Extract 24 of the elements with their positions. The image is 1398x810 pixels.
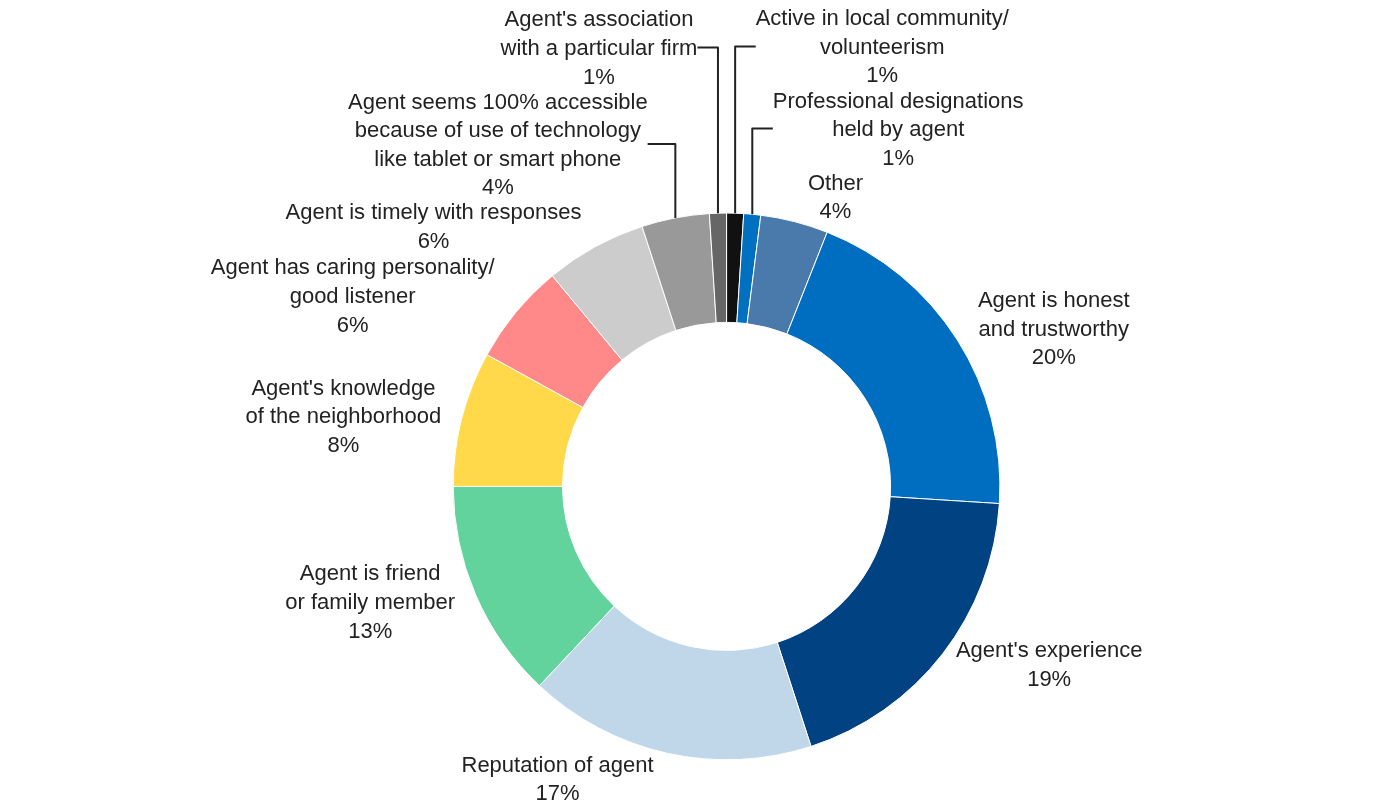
data-label: 4% [819, 198, 852, 224]
data-label: 6% [417, 228, 450, 254]
slice-label: Agent is friend or family member [285, 560, 456, 614]
data-label: 1% [882, 144, 915, 170]
slice-label: Agent's knowledge of the neighborhood [245, 374, 442, 429]
slice-label: Agent is honest and trustworthy [977, 287, 1130, 341]
slice-label: Other [807, 169, 863, 195]
slice-label: Active in local community/ volunteerism [755, 5, 1010, 59]
data-label: 19% [1027, 665, 1072, 691]
slice-label: Professional designations held by agent [772, 87, 1024, 142]
data-label: 1% [866, 62, 899, 88]
data-label: 20% [1031, 344, 1076, 370]
data-label: 13% [348, 617, 393, 643]
slice-label: Reputation of agent [461, 751, 654, 777]
slice-label: Agent's association with a particular firm [499, 6, 698, 61]
slice-label: Agent seems 100% accessible because of use of technology like tablet or smart phone [348, 88, 648, 171]
slice-label: Agent's experience [955, 637, 1143, 663]
data-label: 17% [535, 780, 580, 806]
data-label: 8% [327, 431, 360, 457]
slice-label: Agent is timely with responses [285, 199, 582, 225]
data-label: 4% [481, 174, 514, 200]
slice-label: Agent has caring personality/ good listener [210, 254, 496, 308]
data-label: 1% [583, 63, 615, 89]
data-label: 6% [336, 311, 369, 337]
